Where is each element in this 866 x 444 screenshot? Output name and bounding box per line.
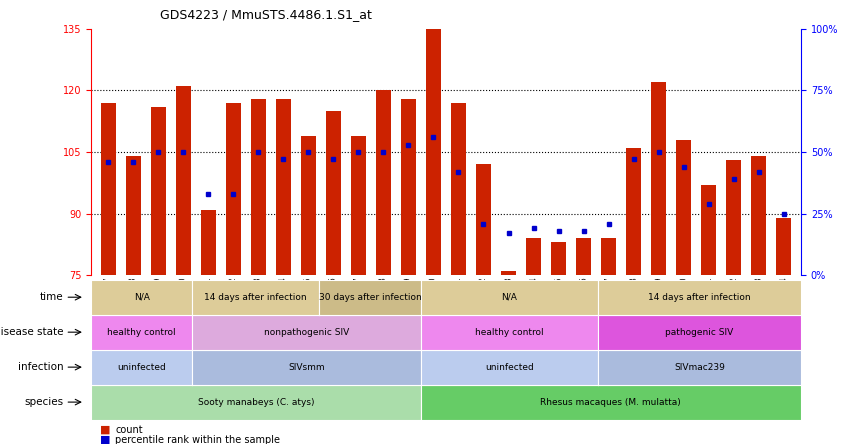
Text: healthy control: healthy control	[475, 328, 544, 337]
Text: ■: ■	[100, 435, 110, 444]
Bar	[476, 164, 491, 275]
Text: infection: infection	[18, 362, 63, 372]
Text: healthy control: healthy control	[107, 328, 176, 337]
Bar	[401, 99, 416, 275]
Text: ■: ■	[100, 425, 110, 435]
Text: N/A: N/A	[501, 293, 517, 302]
Bar	[101, 103, 116, 275]
Text: pathogenic SIV: pathogenic SIV	[665, 328, 734, 337]
Text: time: time	[40, 292, 63, 302]
Bar	[751, 156, 766, 275]
Text: GDS4223 / MmuSTS.4486.1.S1_at: GDS4223 / MmuSTS.4486.1.S1_at	[160, 8, 372, 21]
Text: species: species	[24, 397, 63, 407]
Text: SIVmac239: SIVmac239	[674, 363, 725, 372]
Text: uninfected: uninfected	[117, 363, 166, 372]
Bar	[426, 29, 441, 275]
Bar	[151, 107, 166, 275]
Text: nonpathogenic SIV: nonpathogenic SIV	[264, 328, 349, 337]
Bar	[126, 156, 141, 275]
Text: uninfected: uninfected	[485, 363, 533, 372]
Bar	[626, 148, 641, 275]
Bar	[601, 238, 616, 275]
Text: 14 days after infection: 14 days after infection	[649, 293, 751, 302]
Bar	[451, 103, 466, 275]
Text: Sooty manabeys (C. atys): Sooty manabeys (C. atys)	[197, 397, 314, 407]
Bar	[501, 271, 516, 275]
Bar	[376, 91, 391, 275]
Bar	[551, 242, 566, 275]
Bar	[651, 82, 666, 275]
Bar	[576, 238, 591, 275]
Bar	[201, 210, 216, 275]
Bar	[701, 185, 716, 275]
Text: percentile rank within the sample: percentile rank within the sample	[115, 435, 281, 444]
Bar	[251, 99, 266, 275]
Bar	[676, 140, 691, 275]
Text: N/A: N/A	[133, 293, 150, 302]
Text: 30 days after infection: 30 days after infection	[319, 293, 421, 302]
Text: Rhesus macaques (M. mulatta): Rhesus macaques (M. mulatta)	[540, 397, 682, 407]
Text: count: count	[115, 425, 143, 435]
Bar	[526, 238, 541, 275]
Bar	[326, 111, 341, 275]
Bar	[301, 136, 316, 275]
Bar	[276, 99, 291, 275]
Bar	[776, 218, 791, 275]
Bar	[226, 103, 241, 275]
Text: disease state: disease state	[0, 327, 63, 337]
Text: 14 days after infection: 14 days after infection	[204, 293, 307, 302]
Bar	[351, 136, 366, 275]
Bar	[176, 86, 191, 275]
Bar	[726, 160, 741, 275]
Text: SIVsmm: SIVsmm	[288, 363, 325, 372]
